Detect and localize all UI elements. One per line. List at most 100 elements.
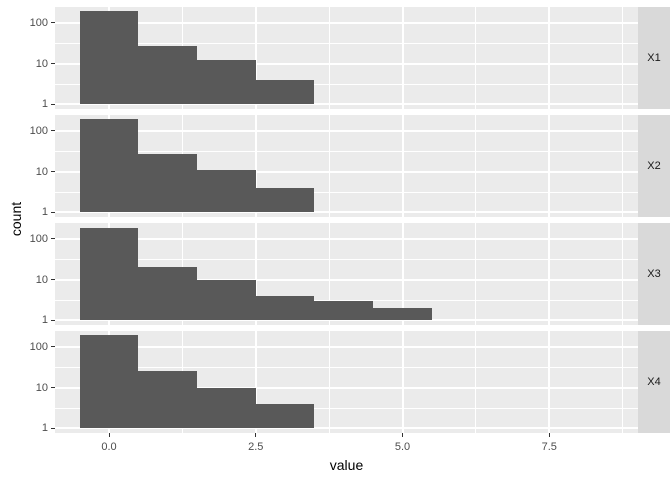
y-axis-tick — [51, 427, 55, 429]
histogram-bar — [255, 295, 315, 321]
gridline-minor-vertical — [622, 7, 624, 109]
facet-label-x2: X2 — [647, 160, 661, 172]
x-tick-label: 5.0 — [394, 441, 411, 453]
gridline-minor-vertical — [475, 115, 477, 217]
gridline-major-vertical — [548, 331, 551, 433]
histogram-bar — [255, 187, 315, 213]
gridline-minor-horizontal — [55, 366, 638, 368]
gridline-major-horizontal — [55, 129, 638, 132]
histogram-bar — [79, 227, 139, 321]
y-tick-label: 1 — [41, 422, 48, 435]
gridline-major-vertical — [401, 223, 404, 325]
facet-label-x3: X3 — [647, 268, 661, 280]
histogram-bar — [138, 154, 198, 213]
y-axis-tick — [51, 279, 55, 281]
gridline-major-horizontal — [55, 170, 638, 173]
y-axis-tick — [51, 171, 55, 173]
gridline-minor-horizontal — [55, 407, 638, 409]
y-tick-label: 10 — [35, 273, 48, 286]
gridline-minor-vertical — [328, 223, 330, 325]
gridline-major-vertical — [254, 115, 257, 217]
gridline-minor-horizontal — [55, 299, 638, 301]
gridline-minor-horizontal — [55, 150, 638, 152]
gridline-minor-vertical — [475, 7, 477, 109]
y-tick-label: 10 — [35, 165, 48, 178]
gridline-major-horizontal — [55, 278, 638, 281]
y-tick-label: 1 — [41, 314, 48, 327]
y-axis-tick — [51, 387, 55, 389]
facet-strip-x2: X2 — [638, 115, 670, 217]
gridline-major-horizontal — [55, 62, 638, 65]
y-axis-tick — [51, 346, 55, 348]
gridline-major-horizontal — [55, 427, 638, 430]
facet-strip-x3: X3 — [638, 223, 670, 325]
y-tick-label: 100 — [29, 340, 48, 353]
gridline-major-horizontal — [55, 103, 638, 106]
gridline-minor-horizontal — [55, 42, 638, 44]
y-axis-tick — [51, 238, 55, 240]
facet-panel-x1 — [55, 7, 638, 109]
gridline-major-vertical — [548, 7, 551, 109]
y-axis-tick — [51, 103, 55, 105]
gridline-minor-horizontal — [55, 258, 638, 260]
y-tick-label: 10 — [35, 57, 48, 70]
histogram-bar — [255, 403, 315, 429]
x-axis-tick — [402, 433, 403, 437]
gridline-major-vertical — [254, 7, 257, 109]
gridline-minor-vertical — [328, 331, 330, 433]
histogram-bar — [138, 370, 198, 429]
histogram-bar — [255, 79, 315, 105]
y-axis-tick — [51, 63, 55, 65]
gridline-major-vertical — [401, 7, 404, 109]
gridline-minor-vertical — [328, 115, 330, 217]
y-axis-tick — [51, 22, 55, 24]
gridline-major-horizontal — [55, 21, 638, 24]
y-axis-tick — [51, 319, 55, 321]
gridline-minor-vertical — [622, 115, 624, 217]
gridline-major-vertical — [548, 223, 551, 325]
y-tick-label: 100 — [29, 16, 48, 29]
gridline-minor-vertical — [475, 331, 477, 433]
histogram-bar — [79, 10, 139, 105]
gridline-minor-vertical — [475, 223, 477, 325]
facet-label-x1: X1 — [647, 52, 661, 64]
histogram-bar — [79, 335, 139, 429]
gridline-major-horizontal — [55, 211, 638, 214]
histogram-bar — [197, 169, 256, 213]
gridline-minor-horizontal — [55, 191, 638, 193]
histogram-bar — [197, 279, 256, 321]
gridline-major-vertical — [401, 115, 404, 217]
gridline-minor-vertical — [328, 7, 330, 109]
gridline-major-horizontal — [55, 386, 638, 389]
x-axis-title: value — [329, 457, 364, 473]
facet-strip-x4: X4 — [638, 331, 670, 433]
gridline-major-vertical — [254, 223, 257, 325]
x-axis-tick — [548, 433, 550, 437]
gridline-major-vertical — [401, 331, 404, 433]
gridline-minor-vertical — [622, 331, 624, 433]
x-axis-tick — [255, 433, 257, 437]
facet-strip-x1: X1 — [638, 7, 670, 109]
gridline-major-horizontal — [55, 319, 638, 322]
x-axis-tick — [108, 433, 110, 437]
histogram-bar — [373, 308, 432, 321]
y-axis-tick — [51, 211, 55, 213]
gridline-major-horizontal — [55, 237, 638, 240]
facet-label-x4: X4 — [647, 376, 661, 388]
facet-panel-x2 — [55, 115, 638, 217]
histogram-bar — [314, 300, 374, 321]
gridline-major-vertical — [254, 331, 257, 433]
histogram-bar — [138, 46, 198, 105]
facet-panel-x3 — [55, 223, 638, 325]
gridline-major-horizontal — [55, 345, 638, 348]
y-tick-label: 1 — [41, 206, 48, 219]
histogram-bar — [138, 267, 198, 321]
y-tick-label: 10 — [35, 381, 48, 394]
x-tick-label: 7.5 — [541, 441, 557, 453]
gridline-minor-vertical — [622, 223, 624, 325]
histogram-bar — [197, 60, 256, 105]
y-tick-label: 100 — [29, 232, 48, 245]
gridline-minor-horizontal — [55, 83, 638, 85]
x-tick-label: 0.0 — [101, 441, 117, 453]
